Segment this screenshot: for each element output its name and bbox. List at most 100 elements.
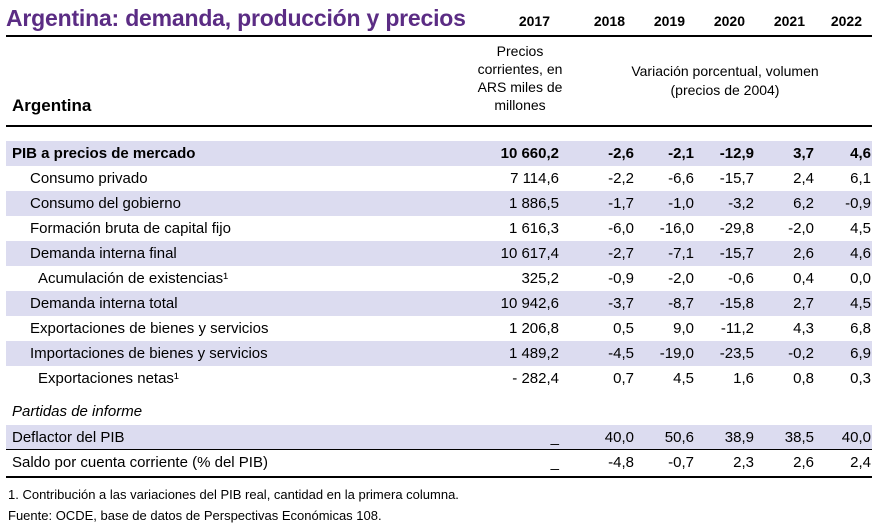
cell-2019: -16,0 [659,220,694,237]
cell-2019: -19,0 [659,345,694,362]
cell-2022: 6,9 [850,345,871,362]
variation-column-header: Variación porcentual, volumen (precios d… [585,62,865,100]
row-label: Consumo privado [30,170,148,187]
row-label: Acumulación de existencias¹ [38,270,229,287]
cell-2017: 10 660,2 [500,145,559,162]
cell-2022: 2,4 [850,454,871,471]
cell-2020: -3,2 [728,195,754,212]
year-header-2022: 2022 [830,13,862,29]
cell-2020: 2,3 [733,454,754,471]
row-label: Importaciones de bienes y servicios [30,345,268,362]
year-header-2017: 2017 [518,13,550,29]
cell-2021: 2,6 [793,245,814,262]
price-header-line: corrientes, en [477,61,563,77]
cell-2018: -6,0 [608,220,634,237]
cell-2019: 50,6 [664,429,694,446]
table-title: Argentina: demanda, producción y precios [6,5,466,31]
variation-header-line: (precios de 2004) [670,82,780,98]
cell-2018: -4,8 [608,454,634,471]
cell-2022: -0,9 [845,195,871,212]
cell-2017: 10 617,4 [500,245,559,262]
cell-2018: -0,9 [608,270,634,287]
cell-2021: 4,3 [793,320,814,337]
table-row: Consumo privado 7 114,6 -2,2 -6,6 -15,7 2,4 6,… [6,166,872,191]
cell-2021: 6,2 [793,195,814,212]
table-row: Importaciones de bienes y servicios 1 489… [6,341,872,366]
table-row: Acumulación de existencias¹ 325,2 -0,9 -2,0… [6,266,872,291]
row-label: Consumo del gobierno [30,195,181,212]
cell-2022: 4,5 [850,220,871,237]
table-row: PIB a precios de mercado 10 660,2 -2,6 -2,1… [6,141,872,166]
cell-2022: 0,0 [850,270,871,287]
cell-2017: 325,2 [521,270,559,287]
cell-2020: -12,9 [719,145,754,162]
cell-2020: 1,6 [733,370,754,387]
footnote: 1. Contribución a las variaciones del PI… [8,487,459,502]
cell-2021: 0,8 [793,370,814,387]
row-label: Formación bruta de capital fijo [30,220,231,237]
row-label: Demanda interna total [30,295,178,312]
price-header-line: millones [494,97,546,113]
cell-2020: -29,8 [719,220,754,237]
year-header-2018: 2018 [593,13,625,29]
cell-2017: 1 616,3 [508,220,559,237]
row-label: Exportaciones netas¹ [38,370,179,387]
cell-2019: -2,0 [668,270,694,287]
cell-2019: 9,0 [673,320,694,337]
table-row: Saldo por cuenta corriente (% del PIB) _ -… [6,450,872,475]
cell-2022: 6,8 [850,320,871,337]
cell-2019: -7,1 [668,245,694,262]
cell-2020: -11,2 [720,320,754,337]
row-label: PIB a precios de mercado [12,145,196,162]
price-header-line: ARS miles de [477,79,563,95]
year-header-2020: 2020 [713,13,745,29]
cell-2021: 0,4 [793,270,814,287]
cell-2017: 10 942,6 [500,295,559,312]
cell-2022: 4,6 [850,245,871,262]
cell-2020: -15,7 [719,170,754,187]
source-note: Fuente: OCDE, base de datos de Perspecti… [8,508,382,523]
cell-2019: -6,6 [668,170,694,187]
cell-2020: -15,8 [719,295,754,312]
cell-2017: 1 886,5 [508,195,559,212]
cell-2021: 3,7 [793,145,814,162]
cell-2019: -2,1 [668,145,694,162]
row-label: Exportaciones de bienes y servicios [30,320,269,337]
cell-2018: 0,7 [613,370,634,387]
cell-2020: 38,9 [724,429,754,446]
cell-2017: - 282,4 [512,370,559,387]
price-column-header: Precios corrientes, en ARS miles de mill… [470,42,570,114]
header-rule-top [6,35,872,37]
cell-2021: 2,6 [793,454,814,471]
cell-2022: 0,3 [850,370,871,387]
table-rule-bottom [6,476,872,478]
table-row: Demanda interna final 10 617,4 -2,7 -7,1 -15… [6,241,872,266]
cell-2018: 40,0 [604,429,634,446]
table-row: Deflactor del PIB _ 40,0 50,6 38,9 38,5 40,0 [6,425,872,450]
cell-2019: -8,7 [668,295,694,312]
year-header-2021: 2021 [773,13,805,29]
cell-2017: 1 489,2 [508,345,559,362]
cell-2022: 4,6 [850,145,871,162]
cell-2017: 7 114,6 [510,170,559,187]
cell-2018: -1,7 [608,195,634,212]
cell-2018: -3,7 [608,295,634,312]
table-row: Exportaciones de bienes y servicios 1 206… [6,316,872,341]
table-row: Demanda interna total 10 942,6 -3,7 -8,7 -15… [6,291,872,316]
variation-header-line: Variación porcentual, volumen [631,63,819,79]
cell-2018: 0,5 [613,320,634,337]
cell-2019: -0,7 [668,454,694,471]
memo-label: Partidas de informe [12,403,143,420]
cell-2020: -0,6 [728,270,754,287]
cell-2017: 1 206,8 [508,320,559,337]
cell-2021: -0,2 [788,345,814,362]
year-header-2019: 2019 [653,13,685,29]
country-label: Argentina [12,96,92,115]
cell-2019: 4,5 [673,370,694,387]
cell-2020: -15,7 [719,245,754,262]
cell-2017: _ [550,429,559,446]
cell-2022: 6,1 [850,170,871,187]
row-label: Demanda interna final [30,245,177,262]
memo-row-separator [6,449,872,450]
cell-2022: 40,0 [841,429,871,446]
